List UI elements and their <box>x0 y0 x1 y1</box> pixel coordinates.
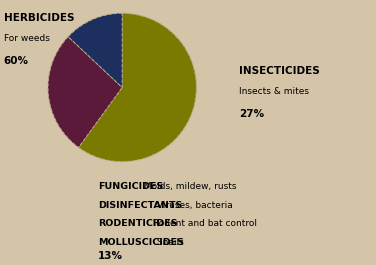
Text: DISINFECTANTS: DISINFECTANTS <box>98 201 182 210</box>
Text: INSECTICIDES: INSECTICIDES <box>239 66 320 76</box>
Text: FUNGICIDES: FUNGICIDES <box>98 182 163 191</box>
Text: Snails: Snails <box>154 238 184 247</box>
Text: MOLLUSCICIDES: MOLLUSCICIDES <box>98 238 183 247</box>
Text: Molds, mildew, rusts: Molds, mildew, rusts <box>141 182 237 191</box>
Text: Insects & mites: Insects & mites <box>239 87 309 96</box>
Wedge shape <box>48 37 122 148</box>
Text: Rodent and bat control: Rodent and bat control <box>150 219 257 228</box>
Text: Viruses, bacteria: Viruses, bacteria <box>154 201 233 210</box>
Text: For weeds: For weeds <box>4 34 50 43</box>
Text: RODENTICIDES: RODENTICIDES <box>98 219 177 228</box>
Wedge shape <box>79 13 196 162</box>
Wedge shape <box>68 13 122 87</box>
Text: 13%: 13% <box>98 251 123 261</box>
Text: 27%: 27% <box>239 109 264 119</box>
Text: HERBICIDES: HERBICIDES <box>4 13 74 23</box>
Text: 60%: 60% <box>4 56 29 66</box>
